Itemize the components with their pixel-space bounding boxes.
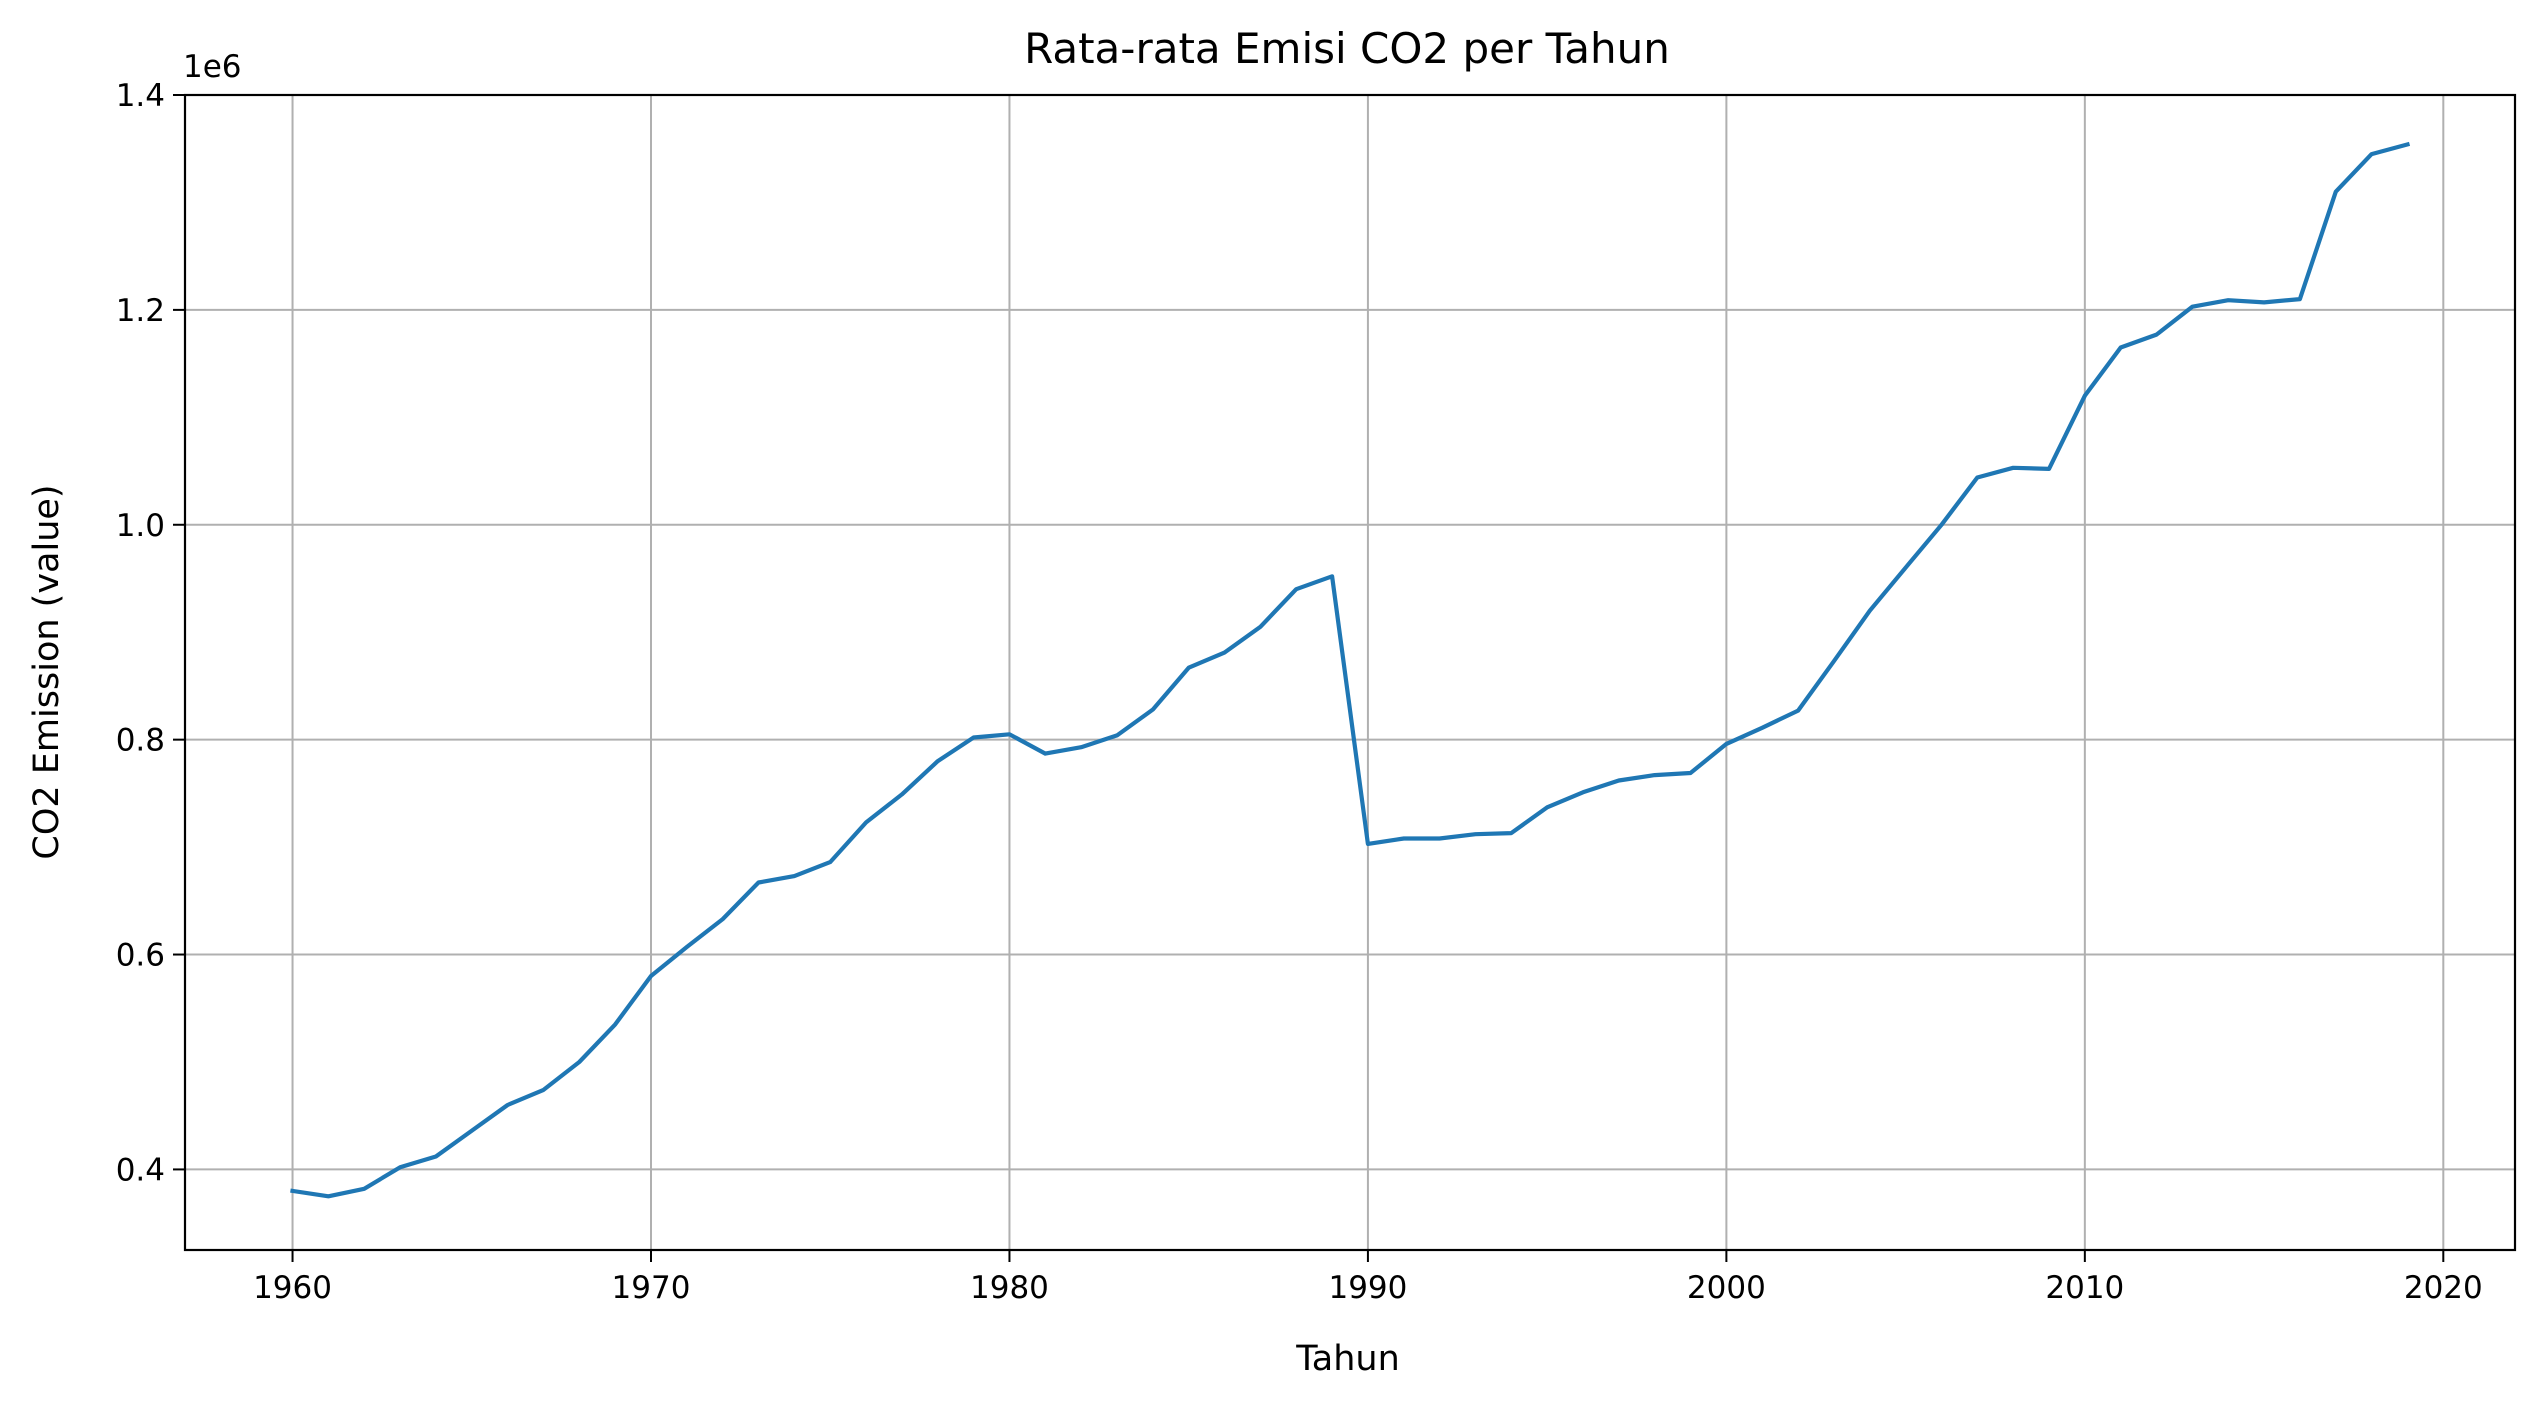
- x-tick-label: 1990: [1328, 1270, 1407, 1306]
- y-tick-label: 1.2: [116, 293, 165, 329]
- y-axis-label: CO2 Emission (value): [27, 484, 67, 859]
- y-axis: 0.4 0.6 0.8 1.0 1.2 1.4: [116, 78, 185, 1188]
- x-tick-label: 2010: [2045, 1270, 2124, 1306]
- series-layer: [290, 141, 2411, 1199]
- x-tick-label: 2000: [1687, 1270, 1766, 1306]
- x-tick-label: 1970: [612, 1270, 691, 1306]
- series-line: [290, 141, 2411, 1199]
- chart-title: Rata-rata Emisi CO2 per Tahun: [1024, 24, 1670, 73]
- x-tick-label: 1980: [970, 1270, 1049, 1306]
- y-axis-offset-label: 1e6: [183, 49, 242, 85]
- y-tick-label: 0.8: [116, 723, 165, 759]
- x-axis-label: Tahun: [1295, 1339, 1400, 1379]
- y-tick-label: 0.4: [116, 1152, 165, 1188]
- x-tick-label: 2020: [2404, 1270, 2483, 1306]
- y-tick-label: 1.4: [116, 78, 165, 114]
- x-tick-label: 1960: [253, 1270, 332, 1306]
- plot-frame: [183, 93, 2517, 1252]
- y-tick-label: 1.0: [116, 508, 165, 544]
- y-tick-label: 0.6: [116, 938, 165, 974]
- x-axis: 1960 1970 1980 1990 2000 2010 2020: [253, 1250, 2483, 1306]
